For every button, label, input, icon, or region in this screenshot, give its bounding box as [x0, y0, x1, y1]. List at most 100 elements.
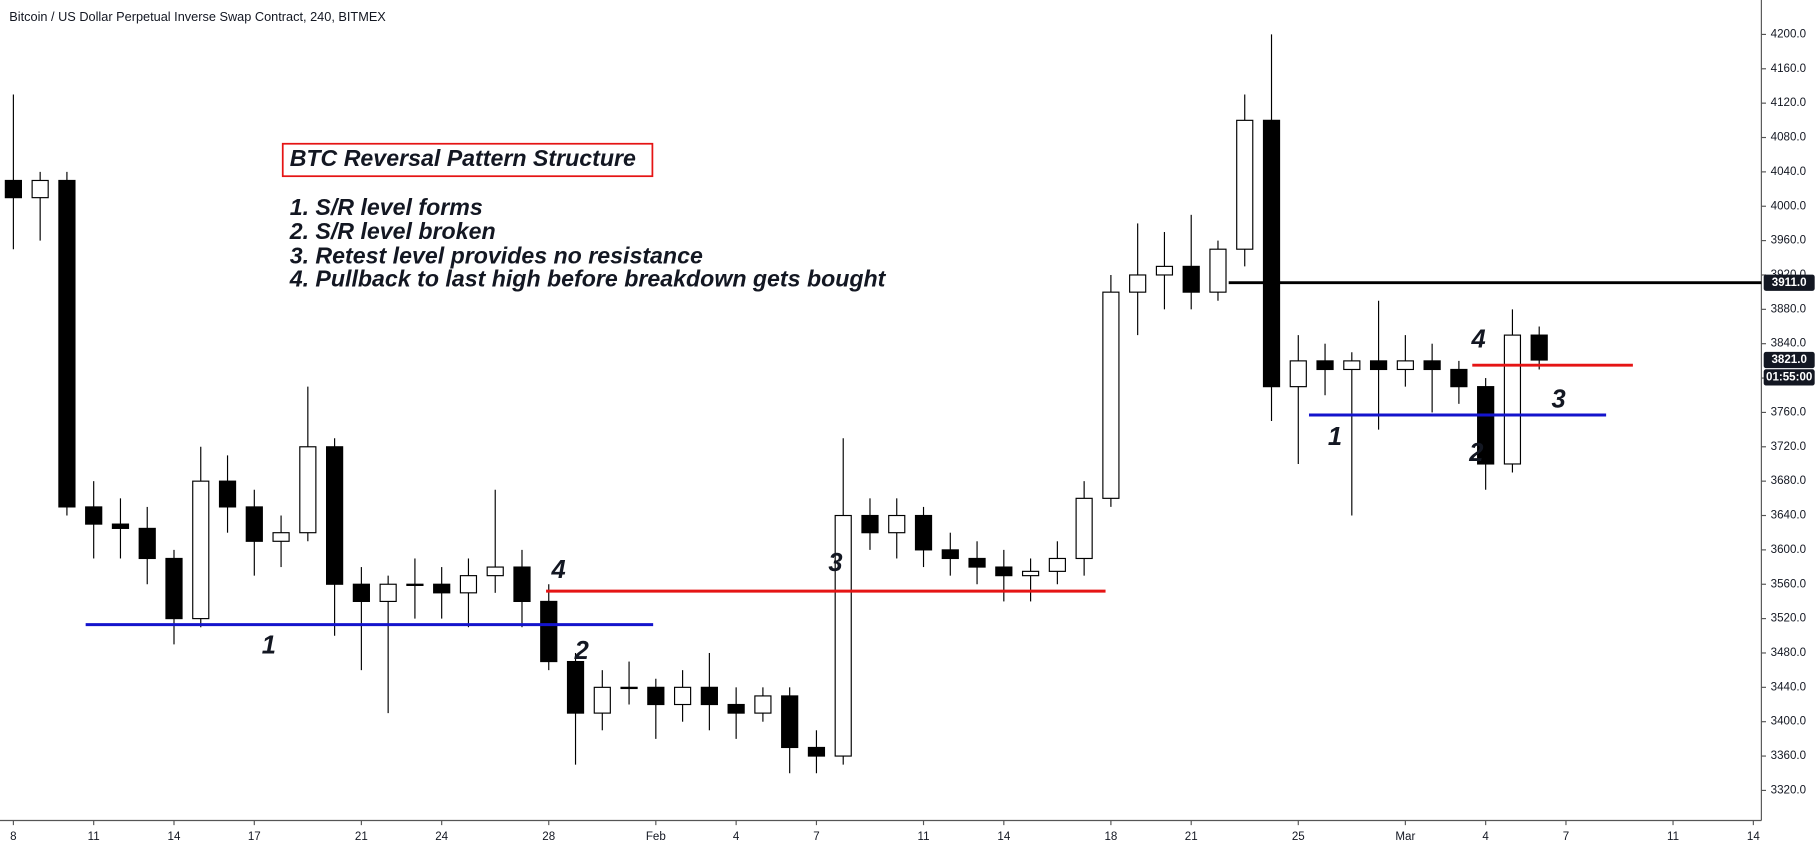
candle-body [192, 480, 210, 620]
candle-body [85, 506, 103, 525]
candle-body [1423, 360, 1441, 371]
candle-body [1316, 360, 1334, 371]
x-tick-label: 21 [1185, 831, 1198, 843]
chart-title: Bitcoin / US Dollar Perpetual Inverse Sw… [9, 9, 386, 24]
step-label: 4 [1471, 325, 1486, 353]
candle-body [861, 514, 879, 534]
y-tick-label: 3840.0 [1771, 338, 1806, 350]
y-tick-label: 3880.0 [1771, 303, 1806, 315]
x-tick-label: 14 [168, 831, 181, 843]
annotation-box [281, 142, 654, 178]
candle-body [1236, 119, 1254, 250]
candle-body [540, 600, 558, 663]
x-tick-label: 7 [813, 831, 819, 843]
y-tick-label: 3320.0 [1771, 784, 1806, 796]
y-tick-label: 3960.0 [1771, 235, 1806, 247]
candle-body [914, 514, 933, 551]
x-tick-label: 11 [1667, 831, 1679, 843]
y-tick-label: 4000.0 [1771, 200, 1806, 212]
y-tick-label: 4040.0 [1771, 166, 1806, 178]
y-tick-label: 3720.0 [1771, 441, 1806, 453]
candle-body [1477, 386, 1495, 465]
annotation-title: BTC Reversal Pattern Structure [290, 145, 636, 171]
candle-body [941, 549, 959, 560]
y-tick-label: 3520.0 [1771, 613, 1806, 625]
x-tick-label: 28 [542, 831, 555, 843]
candle-body [379, 583, 397, 603]
x-tick-label: 24 [435, 831, 448, 843]
candle-body [1262, 119, 1281, 388]
candle-body [700, 686, 718, 706]
candle-body [620, 686, 638, 690]
candle-body [352, 583, 370, 603]
candle-body [1450, 368, 1468, 388]
candle-body [781, 695, 799, 749]
candle-body [1530, 334, 1548, 361]
candle-body [995, 566, 1013, 577]
candle-body [1396, 360, 1414, 371]
candle-body [31, 179, 49, 199]
y-tick-label: 3760.0 [1771, 406, 1806, 418]
candle-body [138, 527, 156, 560]
candle-body [486, 566, 504, 577]
candle-body [1503, 334, 1522, 465]
x-tick-label: 4 [1482, 831, 1489, 843]
candle-body [218, 480, 237, 508]
candle-body [272, 532, 290, 542]
price-label-box [1763, 351, 1815, 369]
candle-body [647, 686, 665, 706]
candle-body [299, 446, 317, 534]
x-tick-label: 21 [355, 831, 368, 843]
candle-body [325, 446, 344, 585]
candle-body [1102, 291, 1120, 499]
x-tick-label: 14 [997, 831, 1010, 843]
x-tick-label: 11 [88, 831, 100, 843]
candle-body [165, 557, 183, 620]
x-tick-label: 7 [1563, 831, 1569, 843]
step-label: 3 [828, 549, 842, 577]
candle-body [245, 506, 263, 542]
y-tick-label: 3560.0 [1771, 578, 1806, 590]
candle-body [111, 523, 130, 529]
candle-body [1343, 360, 1361, 371]
x-tick-label: Feb [646, 831, 666, 843]
annotation-line: 2. S/R level broken [289, 218, 496, 244]
x-tick-label: 8 [10, 831, 16, 843]
countdown-box [1763, 369, 1815, 386]
x-tick-label: 4 [733, 831, 740, 843]
candle-body [593, 686, 611, 714]
candle-body [58, 179, 76, 508]
price-label: 3911.0 [1772, 277, 1807, 289]
y-tick-label: 3480.0 [1771, 647, 1806, 659]
x-tick-label: 14 [1747, 831, 1760, 843]
countdown: 01:55:00 [1766, 371, 1812, 383]
y-tick-label: 3640.0 [1771, 510, 1806, 522]
step-label: 1 [262, 631, 276, 659]
step-label: 3 [1551, 386, 1565, 414]
candle-body [566, 660, 585, 714]
candle-body [1209, 248, 1227, 293]
x-tick-label: 11 [918, 831, 930, 843]
x-tick-label: 18 [1104, 831, 1117, 843]
price-label: 3821.0 [1771, 354, 1806, 366]
x-tick-label: 17 [248, 831, 261, 843]
y-tick-label: 4080.0 [1771, 132, 1806, 144]
y-tick-label: 4200.0 [1771, 28, 1806, 40]
y-tick-label: 3400.0 [1771, 716, 1806, 728]
candle-body [1021, 570, 1040, 577]
candle-body [1155, 265, 1174, 276]
y-tick-label: 3360.0 [1771, 750, 1806, 762]
x-tick-label: 25 [1292, 831, 1305, 843]
candle-body [968, 557, 986, 568]
candle-body [807, 746, 826, 757]
candle-body [1289, 360, 1307, 388]
y-tick-label: 3440.0 [1771, 681, 1806, 693]
step-label: 2 [1468, 439, 1483, 467]
step-label: 2 [574, 637, 589, 665]
y-tick-label: 4120.0 [1771, 97, 1806, 109]
candle-body [4, 179, 22, 199]
y-tick-label: 3600.0 [1771, 544, 1806, 556]
candle-body [673, 686, 692, 706]
